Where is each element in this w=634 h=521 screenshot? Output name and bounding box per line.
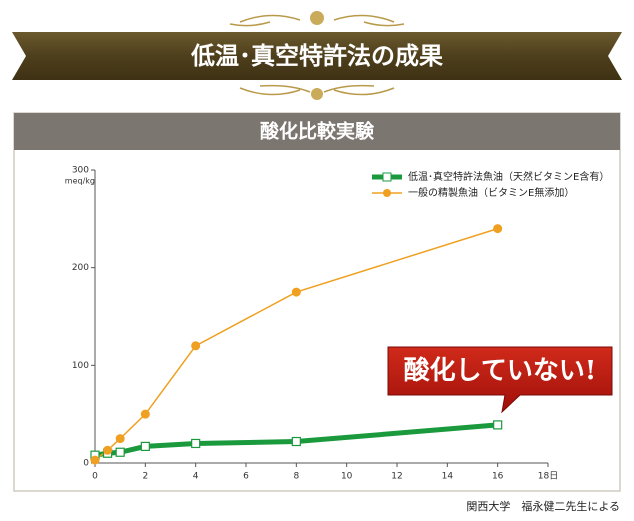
- banner-title: 低温･真空特許法の成果: [190, 42, 443, 70]
- marker: [493, 224, 503, 234]
- x-tick-label: 10: [341, 472, 353, 482]
- x-tick-label: 12: [391, 472, 402, 482]
- chart-title: 酸化比較実験: [260, 120, 375, 143]
- ornament: [239, 84, 395, 100]
- ornament: [229, 11, 405, 27]
- x-tick-label: 0: [92, 472, 98, 482]
- x-tick-label: 4: [193, 472, 199, 482]
- legend-marker: [382, 172, 392, 182]
- marker: [191, 438, 201, 449]
- y-tick-label: 200: [72, 263, 89, 273]
- y-tick-label: 300: [72, 166, 89, 176]
- legend-marker: [383, 189, 391, 197]
- banner: [12, 32, 622, 80]
- y-tick-label: 0: [83, 459, 89, 469]
- chart-header: [14, 113, 620, 150]
- x-tick-label: 6: [243, 472, 249, 482]
- marker: [115, 447, 125, 457]
- source: 関西大学 福永健二先生による: [466, 499, 620, 513]
- marker: [90, 455, 100, 465]
- x-tick-label: 18日: [538, 471, 558, 482]
- annotation: 酸化していない!: [404, 356, 597, 386]
- marker: [291, 287, 301, 297]
- y-tick-label: 100: [72, 361, 89, 371]
- chart-frame: [13, 112, 621, 492]
- x-tick-label: 14: [442, 472, 454, 482]
- marker: [191, 341, 201, 351]
- marker: [140, 409, 150, 419]
- x-tick-label: 2: [142, 472, 148, 482]
- marker: [103, 445, 113, 455]
- y-unit: meq/kg: [65, 177, 95, 186]
- marker: [115, 434, 125, 444]
- marker: [493, 420, 503, 430]
- x-tick-label: 8: [293, 472, 299, 482]
- callout: [387, 346, 613, 414]
- marker: [140, 441, 150, 451]
- marker: [291, 436, 301, 447]
- x-tick-label: 16: [492, 472, 504, 482]
- legend-label: 一般の精製魚油（ビタミンE無添加）: [408, 186, 574, 199]
- legend-label: 低温･真空特許法魚油（天然ビタミンE含有）: [408, 170, 609, 183]
